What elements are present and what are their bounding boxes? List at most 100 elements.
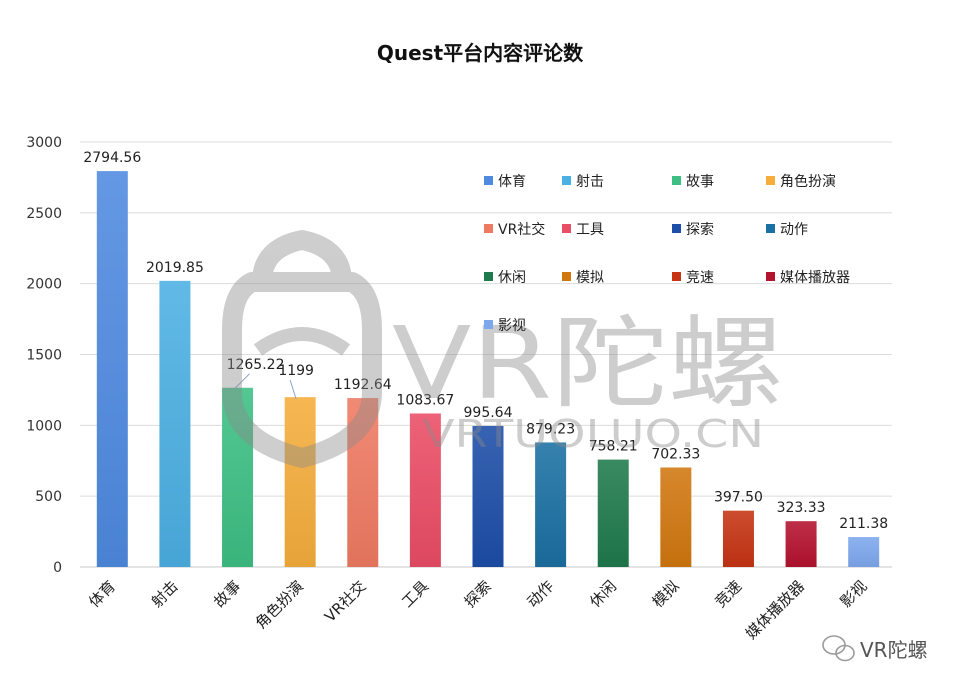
x-tick-label: VR社交 [321,577,370,626]
legend-label: 竞速 [686,269,714,286]
footer-account: VR陀螺 [822,635,928,662]
data-label: 2019.85 [146,260,204,276]
legend-swatch [484,320,493,329]
data-label: 1199 [278,363,314,379]
wechat-icon [822,635,855,662]
data-label: 2794.56 [83,150,141,166]
legend-swatch [672,272,681,281]
legend-swatch [562,272,571,281]
legend-label: 媒体播放器 [780,270,850,286]
data-label: 1083.67 [396,392,454,408]
chart-title: Quest平台内容评论数 [377,41,584,65]
legend-swatch [484,176,493,185]
bar-竞速 [722,510,754,567]
x-tick-label: 探索 [461,577,495,611]
bars [96,171,880,567]
legend-swatch [562,224,571,233]
legend-swatch [672,176,681,185]
y-tick-label: 1500 [26,348,62,364]
x-tick-label: 角色扮演 [252,577,307,632]
bar-媒体播放器 [785,521,817,567]
legend-label: VR社交 [498,221,545,238]
legend-label: 工具 [576,222,604,238]
y-tick-label: 500 [35,489,62,505]
legend-swatch [766,176,775,185]
legend-item: 故事 [672,174,714,190]
legend-swatch [484,224,493,233]
legend-item: 角色扮演 [766,173,836,190]
footer-account-name: VR陀螺 [860,638,928,662]
legend-item: 模拟 [562,270,604,286]
data-label: 702.33 [651,447,700,463]
data-label: 995.64 [464,405,513,421]
legend-item: 动作 [766,222,808,238]
y-tick-label: 2500 [26,206,62,222]
legend-label: 动作 [780,222,808,238]
data-label-leader [289,379,297,400]
watermark: VR陀螺 VRTUOLUO.CN [222,230,784,468]
x-tick-label: 工具 [398,577,432,611]
legend-item: 休闲 [484,270,526,286]
legend-item: 工具 [562,222,604,238]
gridlines [80,141,892,568]
x-tick-label: 体育 [85,577,119,611]
watermark-logo [222,230,382,468]
watermark-domain: VRTUOLUO.CN [422,412,764,456]
legend-item: 体育 [484,174,526,190]
y-tick-label: 2000 [26,277,62,293]
legend-item: 媒体播放器 [766,270,850,286]
legend-item: VR社交 [484,221,545,238]
bar-故事 [222,387,254,567]
y-tick-label: 0 [53,560,62,576]
bar-VR社交 [347,398,379,567]
x-tick-label: 竞速 [711,577,745,611]
data-label: 758.21 [589,439,638,455]
legend-label: 故事 [686,174,714,190]
bar-影视 [848,537,880,567]
x-tick-label: 射击 [148,577,182,611]
legend-swatch [672,224,681,233]
y-axis-ticks: 0 500 1000 1500 2000 2500 3000 [26,135,62,576]
legend-label: 体育 [498,174,526,190]
bar-工具 [409,413,441,567]
bar-射击 [159,280,191,567]
data-label: 1192.64 [334,377,392,393]
legend-swatch [766,272,775,281]
legend-label: 探索 [686,221,714,238]
data-label: 879.23 [526,421,575,437]
bar-休闲 [597,459,629,567]
legend-label: 射击 [576,174,604,190]
bar-体育 [96,171,128,567]
legend-item: 探索 [672,221,714,238]
data-label-leader [233,373,250,391]
x-tick-label: 故事 [210,577,244,611]
legend-item: 竞速 [672,269,714,286]
bar-动作 [535,442,567,567]
data-label: 323.33 [777,500,826,516]
x-tick-label: 模拟 [649,577,683,611]
data-label: 211.38 [839,516,888,532]
bar-角色扮演 [284,397,316,567]
legend-label: 休闲 [498,270,526,286]
bar-模拟 [660,467,692,567]
legend-label: 模拟 [576,270,604,286]
y-tick-label: 3000 [26,135,62,151]
legend-swatch [562,176,571,185]
data-label: 1265.22 [227,357,285,373]
watermark-text: VR陀螺 [392,305,784,422]
y-tick-label: 1000 [26,418,62,434]
bar-探索 [472,425,504,567]
x-tick-label: 影视 [837,577,871,611]
x-tick-label: 休闲 [586,577,620,611]
data-label: 397.50 [714,490,763,506]
legend-label: 影视 [498,318,526,334]
legend-item: 射击 [562,174,604,190]
x-tick-label: 媒体播放器 [742,577,808,643]
legend-swatch [766,224,775,233]
legend-label: 角色扮演 [780,173,836,190]
